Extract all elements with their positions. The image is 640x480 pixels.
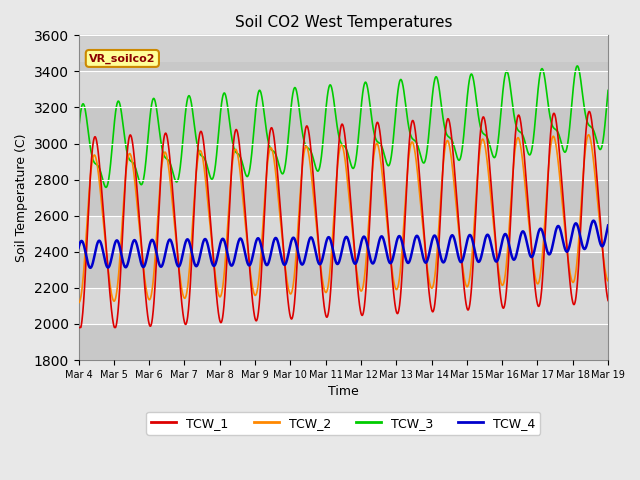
TCW_1 xyxy=(492,237,499,243)
TCW_3 xyxy=(102,184,109,190)
Text: VR_soilco2: VR_soilco2 xyxy=(89,53,156,63)
TCW_2 xyxy=(492,244,500,250)
TCW_1 xyxy=(604,298,612,303)
TCW_4 xyxy=(75,245,83,251)
TCW_2 xyxy=(102,244,109,250)
TCW_4 xyxy=(318,257,326,263)
Bar xyxy=(79,62,608,72)
Line: TCW_2: TCW_2 xyxy=(79,135,608,302)
TCW_3 xyxy=(332,117,340,123)
Line: TCW_1: TCW_1 xyxy=(79,111,608,327)
Bar xyxy=(79,180,608,216)
TCW_3 xyxy=(589,127,597,132)
TCW_3 xyxy=(318,146,326,152)
TCW_3 xyxy=(75,128,83,134)
TCW_4 xyxy=(102,261,109,266)
TCW_1 xyxy=(318,282,326,288)
TCW_2 xyxy=(604,278,612,284)
TCW_4 xyxy=(604,223,612,228)
Bar xyxy=(79,288,608,324)
TCW_4 xyxy=(589,218,597,224)
TCW_1 xyxy=(75,324,83,330)
Bar xyxy=(79,144,608,180)
Bar xyxy=(79,216,608,252)
TCW_4 xyxy=(589,218,596,224)
TCW_3 xyxy=(589,126,597,132)
Bar xyxy=(79,252,608,288)
X-axis label: Time: Time xyxy=(328,385,358,398)
Y-axis label: Soil Temperature (C): Soil Temperature (C) xyxy=(15,133,28,262)
TCW_2 xyxy=(589,156,597,161)
TCW_4 xyxy=(332,260,340,266)
TCW_1 xyxy=(102,237,109,242)
TCW_3 xyxy=(102,184,110,190)
Line: TCW_4: TCW_4 xyxy=(79,221,608,268)
TCW_4 xyxy=(492,258,500,264)
Line: TCW_3: TCW_3 xyxy=(79,66,608,187)
Legend: TCW_1, TCW_2, TCW_3, TCW_4: TCW_1, TCW_2, TCW_3, TCW_4 xyxy=(147,412,540,435)
TCW_3 xyxy=(604,87,612,93)
TCW_1 xyxy=(332,187,340,192)
TCW_3 xyxy=(573,63,581,69)
TCW_4 xyxy=(86,265,94,271)
TCW_1 xyxy=(589,126,596,132)
TCW_2 xyxy=(585,132,593,138)
TCW_2 xyxy=(318,276,326,281)
TCW_2 xyxy=(332,179,340,185)
Bar xyxy=(79,108,608,144)
TCW_4 xyxy=(589,218,597,224)
TCW_2 xyxy=(75,300,83,305)
Bar xyxy=(79,72,608,108)
TCW_3 xyxy=(492,153,500,158)
TCW_1 xyxy=(586,108,593,114)
TCW_2 xyxy=(589,153,597,159)
Title: Soil CO2 West Temperatures: Soil CO2 West Temperatures xyxy=(234,15,452,30)
TCW_1 xyxy=(589,129,597,134)
Bar xyxy=(79,324,608,360)
TCW_2 xyxy=(75,300,83,305)
